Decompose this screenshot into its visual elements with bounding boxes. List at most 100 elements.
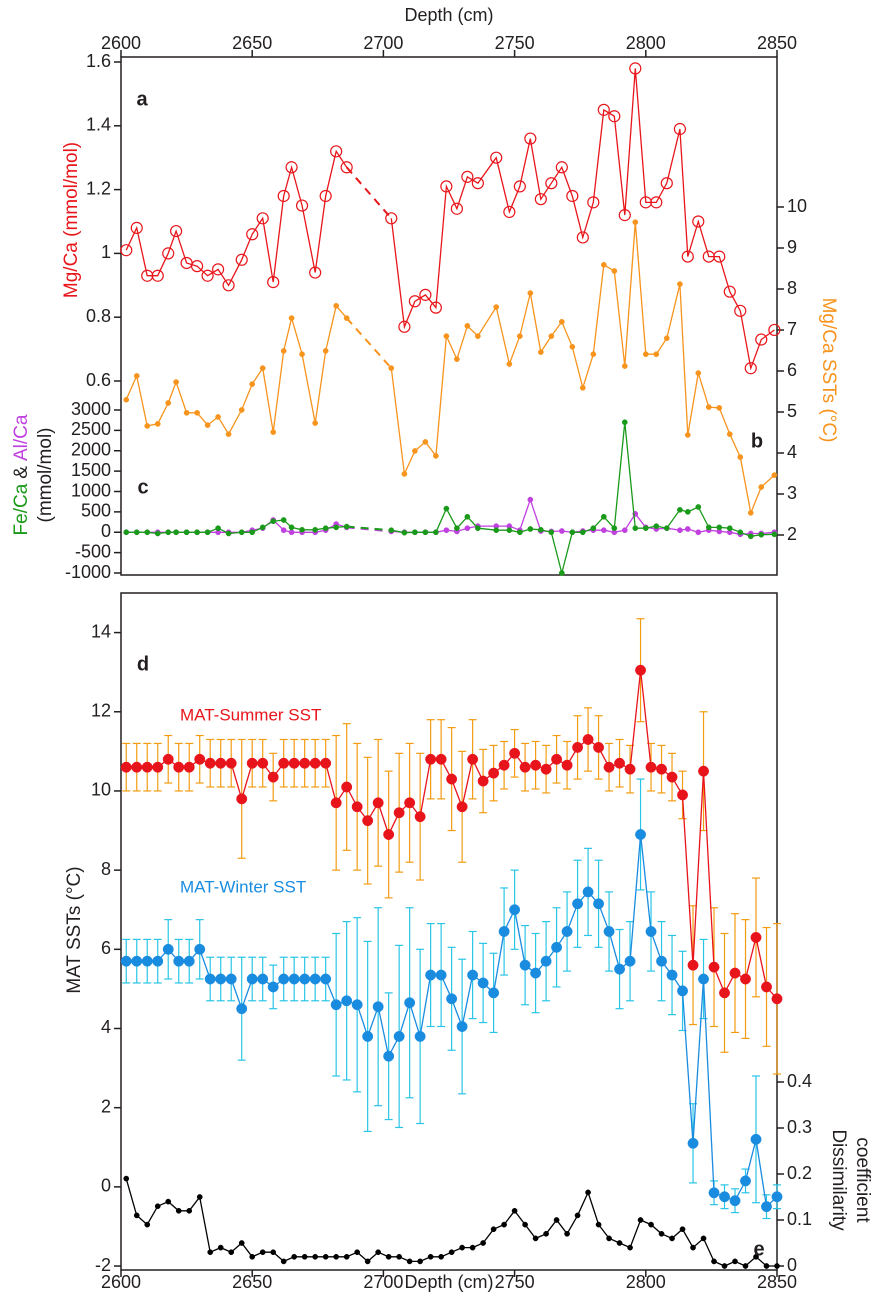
gap-connector: [345, 317, 393, 369]
data-point: [351, 999, 363, 1011]
data-point: [608, 110, 621, 123]
data-point: [475, 525, 481, 532]
panel-label: e: [753, 1238, 764, 1260]
data-point: [587, 196, 600, 209]
data-point: [256, 212, 269, 225]
data-point: [448, 1249, 455, 1256]
x-tick-label: 2600: [101, 1272, 141, 1292]
data-point: [758, 484, 765, 490]
data-point: [488, 987, 500, 999]
data-point: [217, 1244, 224, 1251]
data-point: [616, 1240, 623, 1246]
data-point: [687, 1137, 699, 1149]
x-tick-label: 2800: [626, 33, 666, 53]
data-point: [183, 955, 195, 967]
data-point: [204, 529, 211, 536]
data-point: [343, 315, 350, 321]
data-point: [362, 1030, 374, 1042]
data-point: [278, 757, 290, 769]
data-point: [493, 304, 500, 310]
data-point: [530, 967, 542, 979]
data-point: [582, 734, 594, 745]
y2-tick-label: 0.4: [787, 1071, 812, 1091]
data-point: [477, 775, 489, 787]
data-point: [330, 797, 342, 809]
data-point: [564, 1230, 570, 1237]
data-point: [716, 524, 723, 531]
data-point: [408, 295, 421, 308]
series-line: [125, 222, 775, 516]
data-point: [173, 379, 179, 385]
data-point: [713, 250, 726, 263]
data-point: [624, 955, 636, 967]
data-point: [152, 761, 164, 773]
data-point: [600, 261, 607, 268]
data-point: [133, 1212, 140, 1219]
data-point: [687, 959, 699, 971]
y2-tick-label: 8: [787, 278, 797, 298]
data-point: [555, 161, 568, 174]
y3-axis-label: Fe/Ca & Al/Ca: [11, 414, 32, 535]
data-point: [299, 757, 311, 769]
data-point: [737, 529, 744, 536]
data-point: [650, 196, 663, 209]
data-point: [309, 266, 322, 279]
data-point: [585, 1189, 591, 1196]
data-point: [320, 757, 332, 769]
data-point: [658, 1230, 665, 1237]
data-point: [375, 1249, 382, 1256]
data-point: [761, 981, 772, 993]
data-point: [569, 343, 576, 350]
y3-tick-label: -1000: [65, 562, 111, 582]
data-point: [534, 193, 547, 206]
data-point: [719, 987, 730, 999]
data-point: [700, 1235, 707, 1242]
data-point: [744, 362, 757, 375]
data-point: [656, 763, 667, 775]
y2-tick-label: 0.3: [787, 1117, 812, 1137]
data-point: [396, 1253, 402, 1260]
data-point: [257, 973, 269, 985]
data-point: [301, 1253, 308, 1260]
data-point: [695, 504, 702, 510]
data-point: [572, 741, 584, 753]
data-point: [579, 529, 586, 536]
data-point: [677, 985, 688, 997]
y-tick-label: 4: [101, 1017, 111, 1037]
x-tick-label: 2850: [757, 33, 797, 53]
data-point: [246, 973, 258, 985]
data-point: [551, 941, 563, 953]
data-point: [429, 301, 442, 314]
gap-connector: [345, 166, 393, 219]
data-point: [506, 361, 513, 367]
data-point: [471, 177, 484, 190]
data-point: [611, 268, 618, 274]
data-point: [211, 263, 225, 276]
data-point: [404, 797, 416, 809]
data-point: [467, 969, 479, 981]
y-tick-label: 10: [91, 780, 111, 800]
data-point: [267, 771, 279, 783]
panel-label: b: [751, 430, 763, 452]
data-point: [388, 365, 395, 371]
data-point: [312, 420, 319, 426]
y-axis-label: Mg/Ca (mmol/mol): [61, 142, 82, 298]
data-point: [299, 973, 311, 985]
plot-frame: [120, 56, 778, 576]
y-tick-label: 0.8: [86, 306, 111, 326]
y-axis-label: MAT SSTs (°C): [64, 866, 85, 993]
data-point: [270, 518, 277, 525]
series-line: [126, 422, 775, 574]
data-point: [522, 1221, 528, 1228]
y-tick-label: 14: [91, 621, 111, 641]
data-point: [719, 1191, 730, 1203]
data-point: [285, 161, 298, 174]
data-point: [490, 1226, 497, 1233]
y3-axis-label-part: (mmol/mol): [35, 428, 56, 523]
data-point: [708, 1187, 720, 1199]
x-tick-label: 2750: [495, 1272, 535, 1292]
data-point: [660, 177, 673, 190]
data-point: [597, 103, 610, 116]
data-point: [144, 1221, 151, 1228]
data-point: [723, 285, 736, 298]
